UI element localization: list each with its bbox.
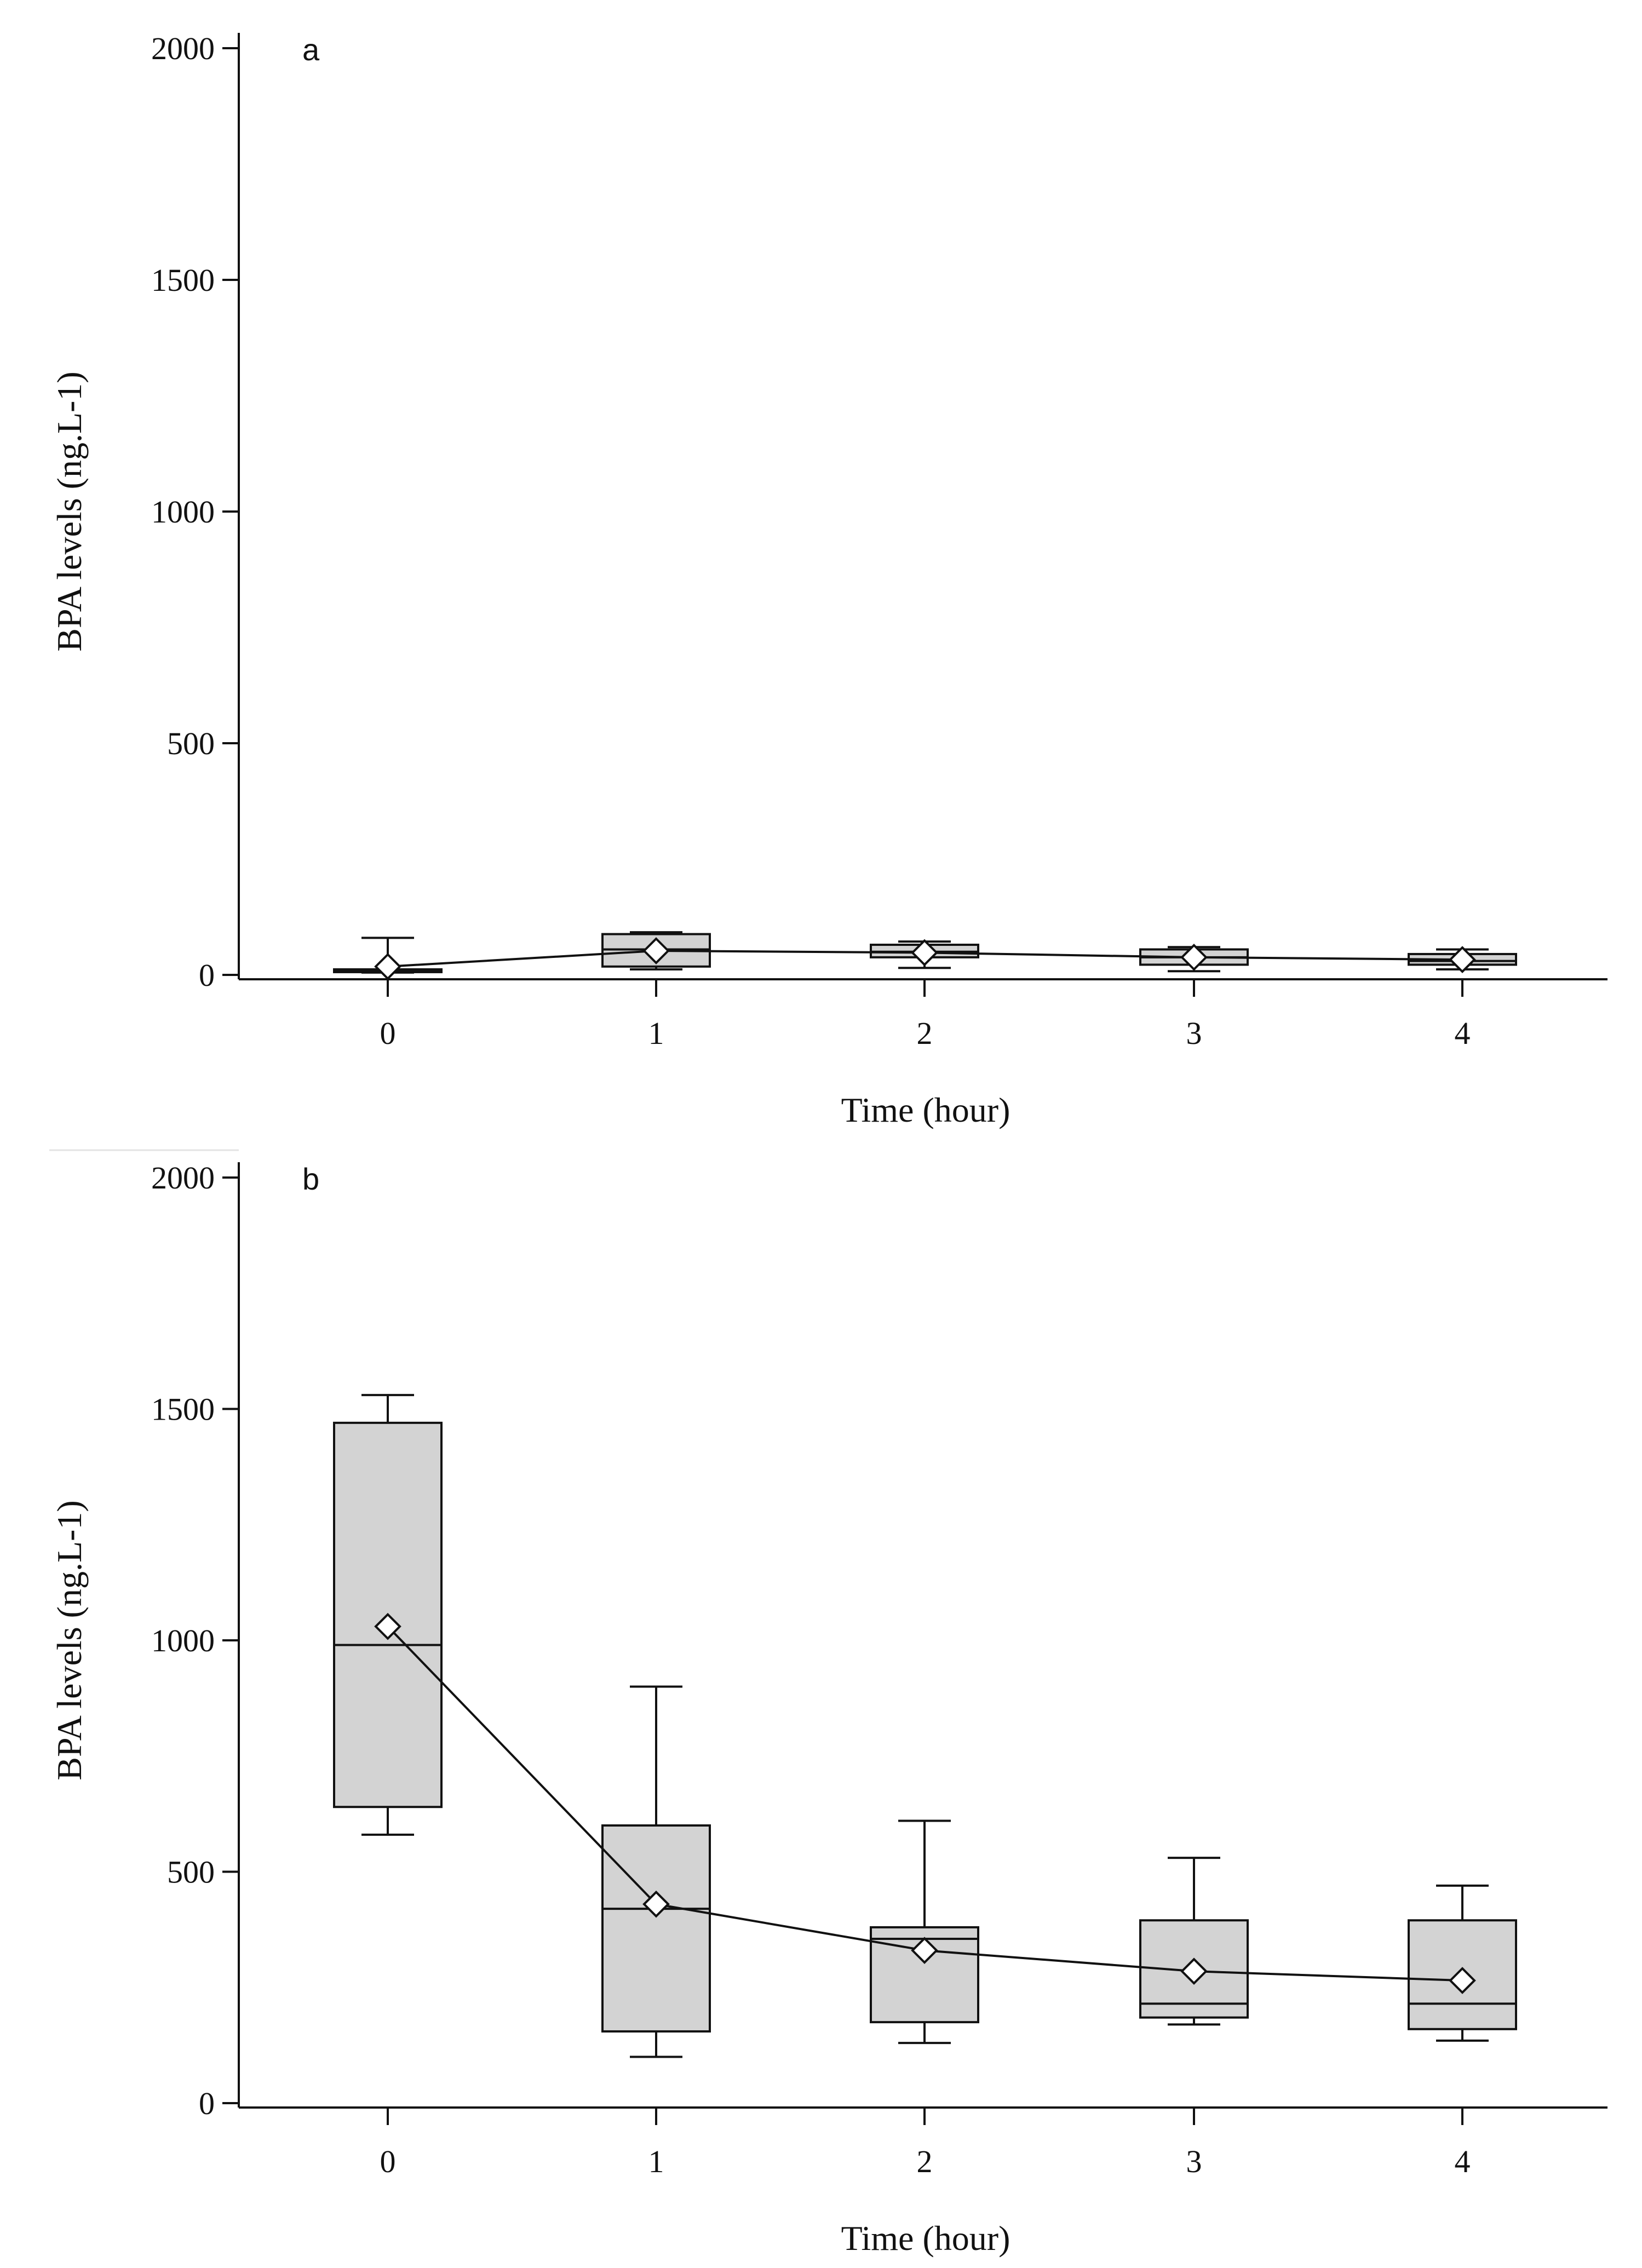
x-tick-label: 1 — [648, 2144, 664, 2179]
x-tick-label: 2 — [917, 2144, 933, 2179]
x-tick-label: 4 — [1455, 1015, 1471, 1051]
y-tick-label: 1500 — [151, 262, 215, 298]
x-axis-title: Time (hour) — [841, 2219, 1011, 2258]
panel-label: b — [302, 1162, 319, 1196]
x-tick-label: 3 — [1186, 2144, 1202, 2179]
y-tick-label: 500 — [167, 726, 215, 761]
x-tick-label: 1 — [648, 1015, 664, 1051]
mean-marker — [1449, 1967, 1476, 1994]
mean-marker — [1180, 944, 1208, 971]
y-tick-label: 2000 — [151, 31, 215, 66]
x-tick-label: 0 — [380, 2144, 396, 2179]
mean-marker — [642, 1890, 670, 1918]
x-tick-label: 3 — [1186, 1015, 1202, 1051]
box-3 — [1139, 1857, 1249, 2026]
y-tick-label: 500 — [167, 1854, 215, 1890]
box-1 — [601, 1685, 711, 2058]
y-tick-label: 0 — [199, 957, 215, 993]
mean-marker — [911, 1937, 938, 1964]
x-tick-label: 2 — [917, 1015, 933, 1051]
y-tick-label: 1500 — [151, 1392, 215, 1427]
box-2 — [870, 1819, 979, 2045]
x-axis-title: Time (hour) — [841, 1090, 1011, 1129]
panel-label: a — [302, 32, 320, 67]
mean-marker — [374, 952, 401, 980]
y-tick-label: 1000 — [151, 494, 215, 530]
x-tick-label: 0 — [380, 1015, 396, 1051]
y-tick-label: 2000 — [151, 1160, 215, 1196]
mean-marker — [374, 1612, 401, 1640]
mean-marker — [1449, 946, 1476, 973]
panel-a: 0 500 1000 1500 2000 0 1 2 3 4 Time (hour) BPA leve… — [50, 31, 1607, 1129]
mean-marker — [642, 937, 670, 964]
y-tick-label: 0 — [199, 2086, 215, 2121]
mean-marker — [911, 939, 938, 967]
x-tick-label: 4 — [1455, 2144, 1471, 2179]
y-axis-title: BPA levels (ng.L-1) — [50, 1500, 89, 1780]
panel-b: 0 500 1000 1500 2000 0 1 2 3 4 Time (hour) BPA leve… — [50, 1160, 1607, 2258]
y-tick-label: 1000 — [151, 1623, 215, 1658]
iqr-box — [601, 1824, 711, 2033]
box-4 — [1408, 1884, 1517, 2042]
mean-marker — [1180, 1957, 1208, 1985]
y-axis-title: BPA levels (ng.L-1) — [50, 371, 89, 651]
